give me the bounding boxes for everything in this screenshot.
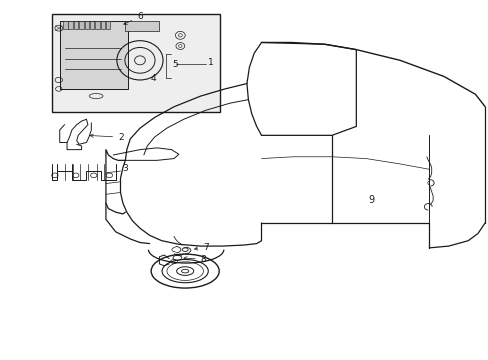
Text: 8: 8 xyxy=(183,255,206,264)
Text: 5: 5 xyxy=(172,60,178,69)
Text: 9: 9 xyxy=(368,195,374,204)
Bar xyxy=(52,14,220,112)
Text: 3: 3 xyxy=(122,164,127,173)
Bar xyxy=(84,21,89,29)
Text: 2: 2 xyxy=(90,132,123,141)
Bar xyxy=(90,21,94,29)
Text: 7: 7 xyxy=(194,243,208,252)
Text: 4: 4 xyxy=(150,74,156,83)
Bar xyxy=(106,21,110,29)
Bar xyxy=(95,21,100,29)
Bar xyxy=(68,21,73,29)
Bar xyxy=(101,21,105,29)
Bar xyxy=(60,21,127,89)
Bar xyxy=(74,21,78,29)
Bar xyxy=(125,21,159,31)
Text: 6: 6 xyxy=(123,12,142,24)
Bar xyxy=(79,21,83,29)
Text: 1: 1 xyxy=(207,58,213,67)
Bar xyxy=(63,21,67,29)
